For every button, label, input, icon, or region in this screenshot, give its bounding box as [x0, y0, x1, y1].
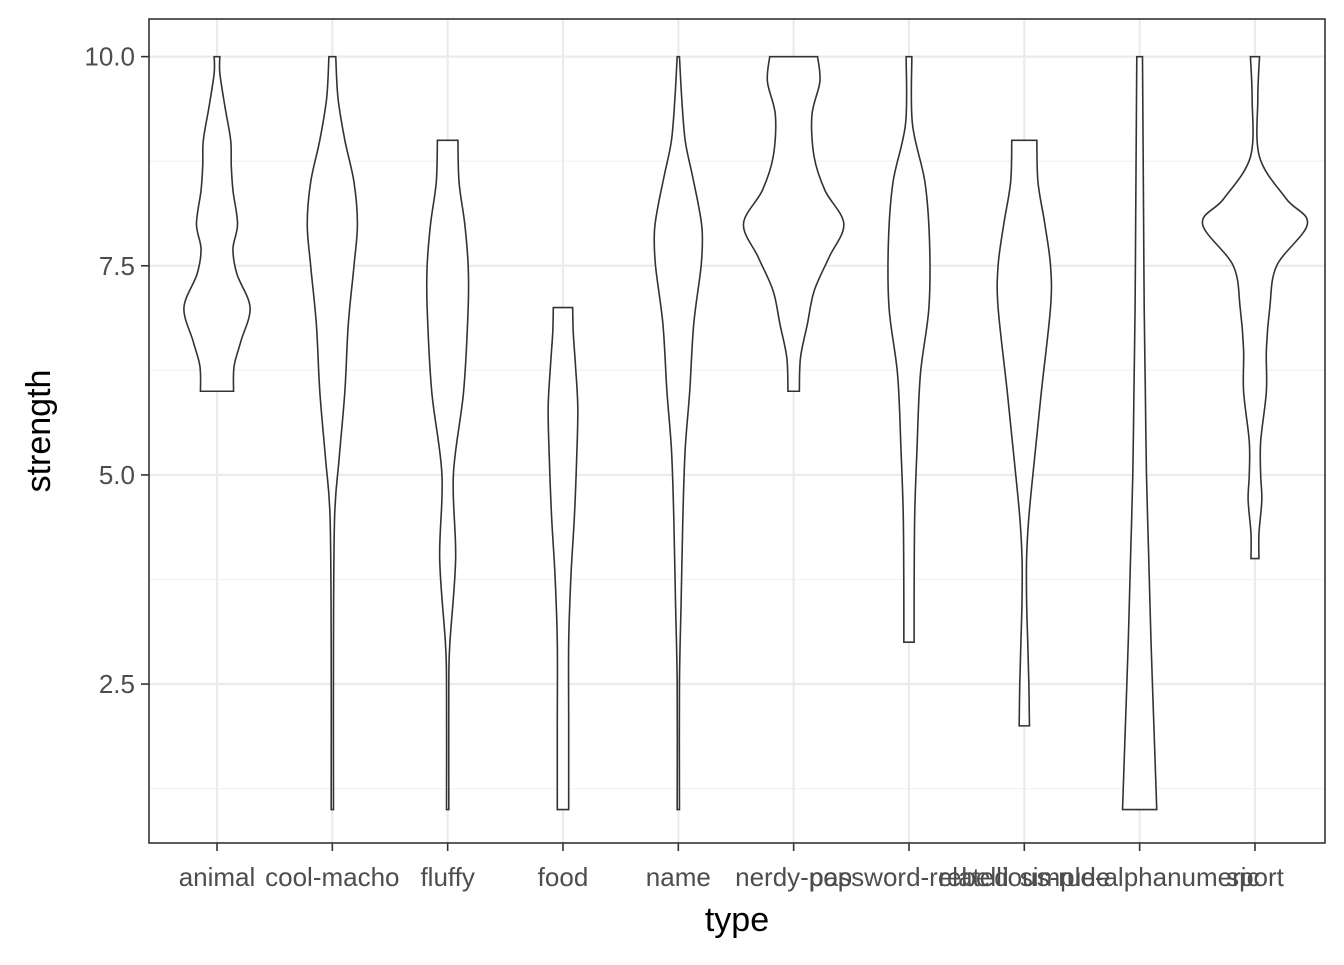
y-tick-label: 10.0 [84, 42, 135, 72]
x-tick-label: cool-macho [265, 862, 399, 892]
x-tick-label: rebellious-rude [938, 862, 1110, 892]
y-tick-label: 5.0 [99, 460, 135, 490]
x-tick-label: animal [179, 862, 256, 892]
y-tick-label: 2.5 [99, 669, 135, 699]
axes-layer: 2.5 5.0 7.5 10.0 animal cool-macho fluffy food n… [84, 42, 1284, 892]
violin-cool-macho [306, 55, 359, 811]
violin-fluffy [425, 139, 470, 811]
x-tick-label: password-related [809, 862, 1008, 892]
x-tick-label: nerdy-pop [735, 862, 852, 892]
x-tick-label: simple-alphanumeric [1020, 862, 1260, 892]
violin-password-related [887, 55, 931, 644]
violin-simple-alphanumeric [1121, 55, 1158, 811]
x-tick-label: name [646, 862, 711, 892]
violin-food [547, 306, 579, 811]
violins-layer [183, 55, 1309, 811]
x-tick-label: sport [1226, 862, 1285, 892]
violin-sport [1201, 55, 1309, 560]
x-tick-label: food [538, 862, 589, 892]
x-tick-label: fluffy [420, 862, 474, 892]
x-axis-title: type [705, 901, 769, 939]
y-tick-label: 7.5 [99, 251, 135, 281]
violin-nerdy-pop [742, 55, 845, 393]
violin-animal [183, 55, 251, 393]
violin-rebellious-rude [996, 139, 1053, 727]
panel-border [148, 18, 1326, 844]
y-axis-title: strength [20, 370, 58, 493]
violin-name [653, 55, 704, 811]
